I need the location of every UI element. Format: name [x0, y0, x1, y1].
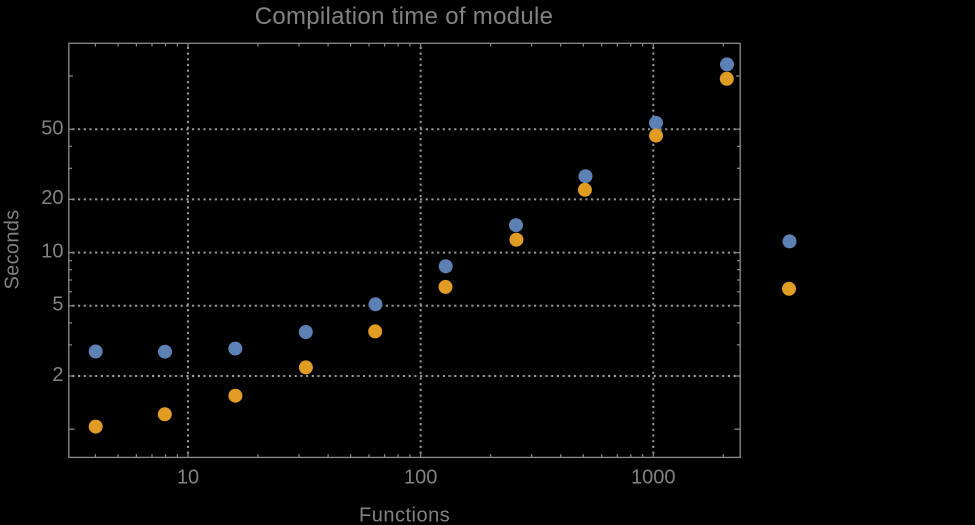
svg-text:10: 10 [177, 466, 199, 488]
svg-text:20: 20 [41, 187, 63, 209]
svg-text:Seconds: Seconds [2, 210, 24, 290]
svg-text:Compilation time of module: Compilation time of module [255, 3, 554, 30]
svg-text:1000: 1000 [631, 466, 676, 488]
svg-text:10: 10 [41, 240, 63, 262]
svg-text:50: 50 [41, 117, 63, 139]
svg-text:Functions: Functions [359, 505, 450, 525]
svg-text:100: 100 [404, 466, 437, 488]
svg-text:2: 2 [52, 364, 63, 386]
svg-text:5: 5 [52, 294, 63, 316]
